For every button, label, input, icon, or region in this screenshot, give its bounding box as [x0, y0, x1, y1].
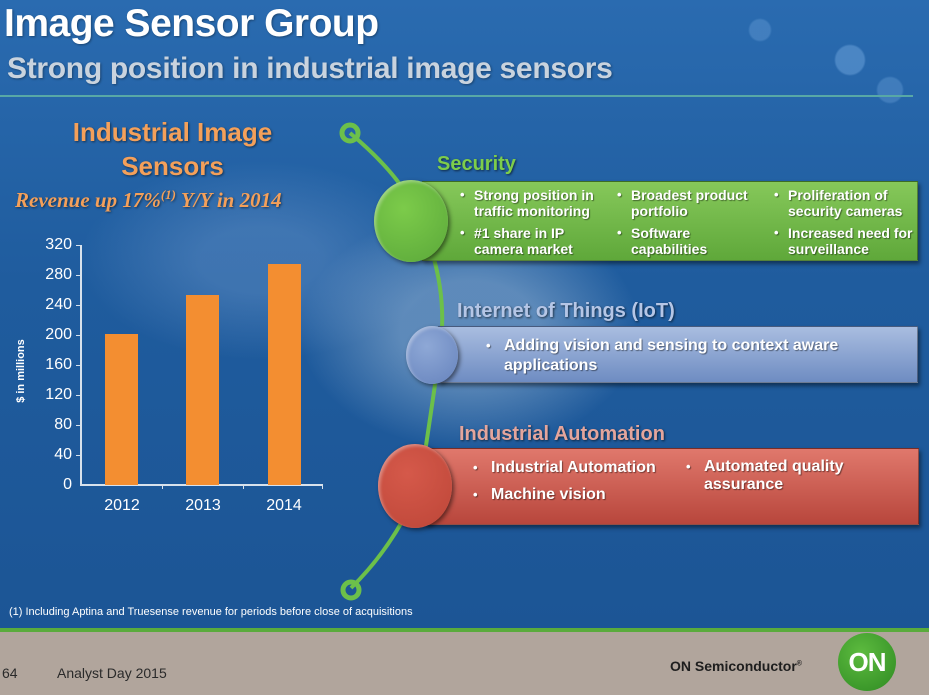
bar-2013 [186, 295, 219, 485]
chart-subtitle-text: Revenue up 17% [15, 188, 161, 212]
slide-title: Image Sensor Group [4, 2, 379, 45]
y-tick-mark [76, 395, 81, 396]
automation-bullet: Industrial Automation [471, 458, 681, 478]
y-tick-mark [76, 455, 81, 456]
x-tick-mark [162, 484, 163, 489]
automation-circle-icon [378, 444, 452, 528]
y-tick-mark [76, 245, 81, 246]
y-tick-label: 200 [45, 326, 72, 343]
brand-name: ON Semiconductor® [670, 658, 802, 674]
y-tick-label: 240 [45, 296, 72, 313]
brand-text: ON Semiconductor [670, 658, 797, 674]
y-tick-mark [76, 305, 81, 306]
y-tick-mark [76, 335, 81, 336]
y-tick-label: 120 [45, 386, 72, 403]
iot-circle-icon [406, 326, 458, 384]
x-tick-mark [322, 484, 323, 489]
x-tick-mark [243, 484, 244, 489]
slide-subtitle: Strong position in industrial image sens… [7, 52, 613, 85]
y-tick-mark [76, 365, 81, 366]
bar-2012 [105, 333, 138, 485]
y-tick-label: 320 [45, 236, 72, 253]
revenue-bar-chart: $ in millions 320 280 240 200 160 120 80… [0, 230, 330, 530]
footnote: (1) Including Aptina and Truesense reven… [9, 606, 413, 618]
security-box: Strong position in traffic monitoring #1… [422, 181, 918, 261]
automation-box: Industrial Automation Machine vision Aut… [425, 448, 919, 525]
y-axis [80, 245, 82, 485]
automation-bullet: Machine vision [471, 485, 681, 505]
security-bullet: Broadest product portfolio [615, 187, 755, 219]
footer: 64 Analyst Day 2015 ON Semiconductor® ON [0, 628, 929, 695]
bar-2014 [268, 263, 301, 485]
security-bullet: Proliferation of security cameras [772, 187, 920, 219]
y-tick-label: 160 [45, 356, 72, 373]
y-tick-label: 40 [54, 446, 72, 463]
x-axis [80, 484, 323, 486]
event-name: Analyst Day 2015 [57, 665, 167, 681]
on-logo-icon: ON [838, 633, 896, 691]
automation-title: Industrial Automation [459, 423, 665, 445]
x-tick-label: 2014 [266, 497, 302, 514]
y-tick-mark [76, 425, 81, 426]
security-title: Security [437, 153, 516, 175]
registered-mark: ® [796, 660, 802, 668]
y-tick-mark [76, 275, 81, 276]
chart-subtitle: Revenue up 17%(1) Y/Y in 2014 [15, 187, 335, 213]
page-number: 64 [2, 665, 18, 681]
iot-box: Adding vision and sensing to context awa… [438, 326, 918, 383]
x-tick-label: 2012 [104, 497, 140, 514]
y-tick-label: 80 [54, 416, 72, 433]
security-circle-icon [374, 180, 448, 262]
automation-bullet: Automated quality assurance [684, 458, 884, 494]
security-bullet: Software capabilities [615, 225, 755, 257]
iot-bullet: Adding vision and sensing to context awa… [484, 336, 894, 376]
security-bullet: Increased need for surveillance [772, 225, 920, 257]
y-tick-label: 280 [45, 266, 72, 283]
iot-title: Internet of Things (IoT) [457, 300, 675, 322]
footnote-marker: (1) [160, 187, 176, 202]
title-divider [0, 95, 913, 97]
x-tick-label: 2013 [185, 497, 221, 514]
security-bullet: #1 share in IP camera market [458, 225, 606, 257]
chart-subtitle-text-end: Y/Y in 2014 [176, 188, 282, 212]
chart-title: Industrial Image Sensors [72, 117, 273, 181]
security-bullet: Strong position in traffic monitoring [458, 187, 606, 219]
y-tick-label: 0 [63, 476, 72, 493]
